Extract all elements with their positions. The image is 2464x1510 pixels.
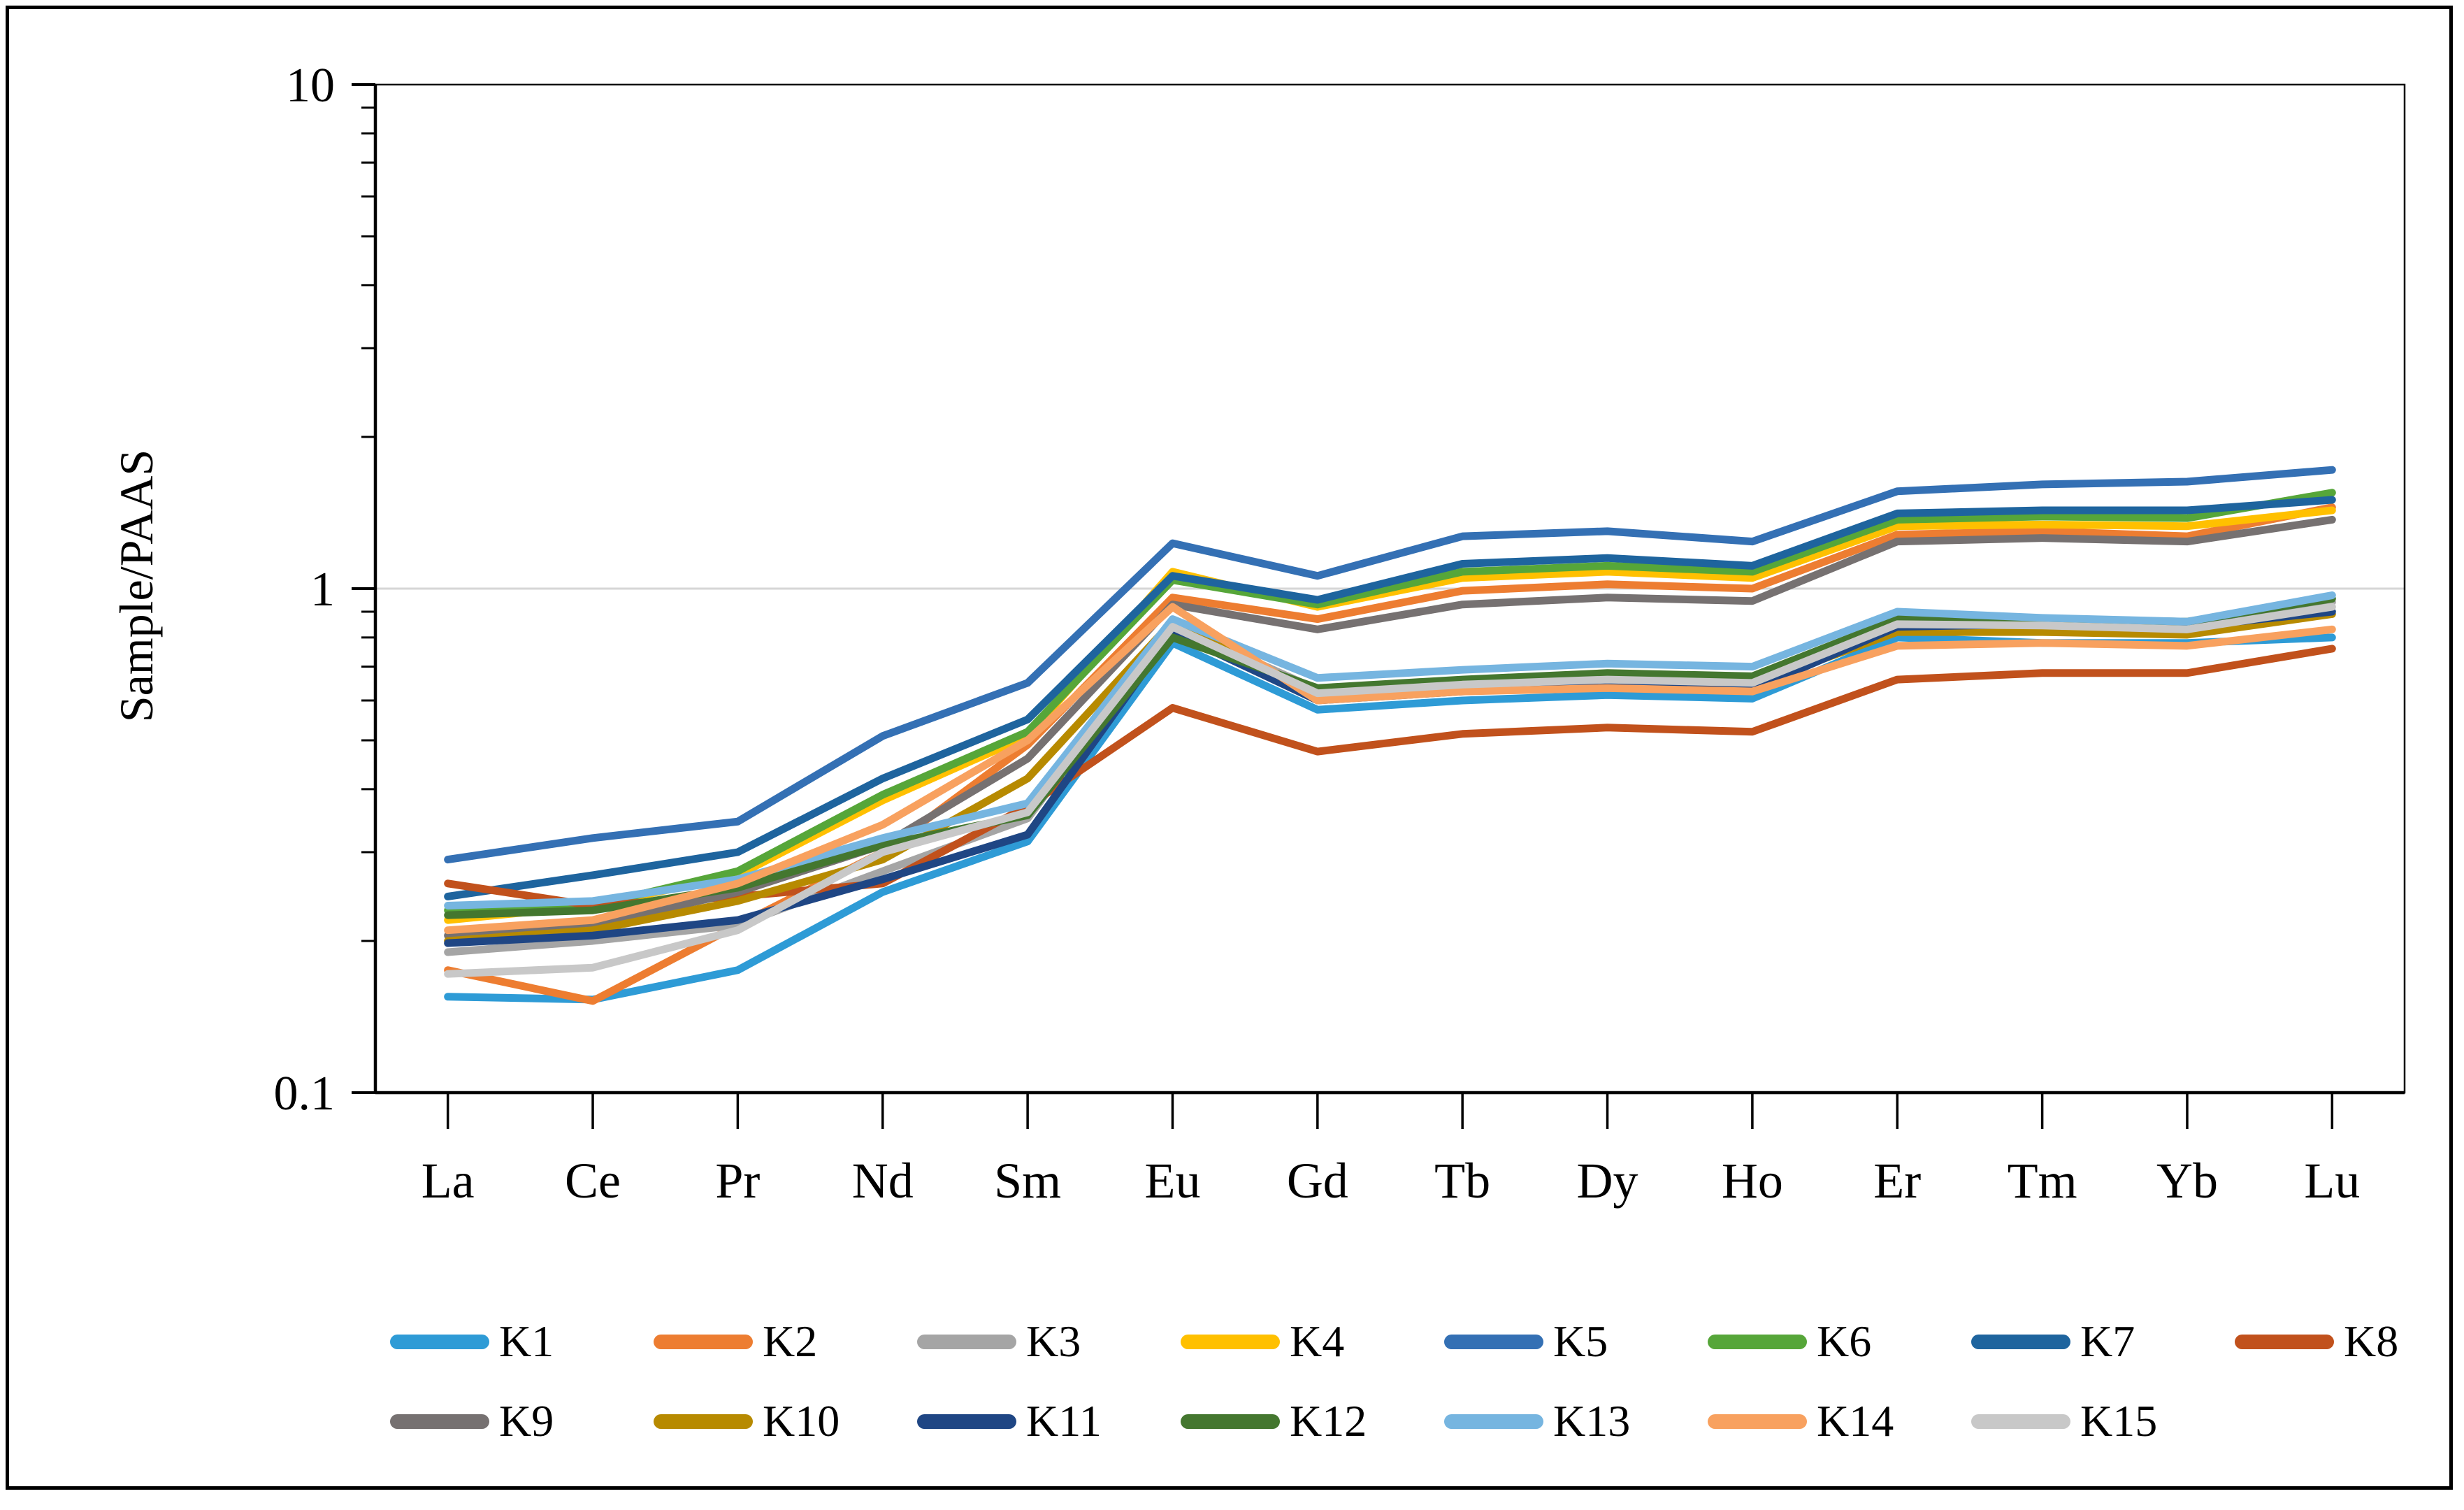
x-tick-label: Tm — [2008, 1153, 2077, 1209]
x-tick-label: Ce — [565, 1153, 621, 1209]
series-line-K7 — [444, 496, 2336, 900]
series-line-K6 — [444, 489, 2336, 914]
legend-swatch-K6 — [1708, 1334, 1807, 1349]
legend-swatch-K2 — [654, 1334, 753, 1349]
figure-frame: Sample/PAAS 0.1 1 10 La Ce Pr Nd Sm Eu Gd Tb Dy Ho Er… — [6, 6, 2453, 1490]
series-line-K15 — [444, 603, 2336, 978]
legend-label-K14: K14 — [1817, 1396, 1894, 1446]
legend-item-K5: K5 — [1444, 1316, 1708, 1367]
legend-label-K9: K9 — [499, 1396, 554, 1446]
legend-swatch-K13 — [1444, 1414, 1543, 1429]
legend-swatch-K11 — [917, 1414, 1016, 1429]
legend-item-K10: K10 — [654, 1395, 917, 1447]
legend-swatch-K14 — [1708, 1414, 1807, 1429]
legend-swatch-K15 — [1971, 1414, 2070, 1429]
y-tick-label: 10 — [286, 59, 335, 113]
legend-label-K15: K15 — [2080, 1396, 2158, 1446]
legend-swatch-K8 — [2235, 1334, 2334, 1349]
legend-label-K13: K13 — [1553, 1396, 1631, 1446]
legend-label-K5: K5 — [1553, 1316, 1608, 1366]
legend-item-K15: K15 — [1971, 1395, 2235, 1447]
x-tick-label: Ho — [1722, 1153, 1783, 1209]
legend-item-K7: K7 — [1971, 1316, 2235, 1367]
series-line-K4 — [444, 506, 2336, 924]
legend-label-K10: K10 — [763, 1396, 840, 1446]
x-tick-label: Yb — [2156, 1153, 2218, 1209]
legend-item-K8: K8 — [2235, 1316, 2464, 1367]
x-tick-label: Er — [1873, 1153, 1921, 1209]
legend-item-K1: K1 — [390, 1316, 654, 1367]
x-tick-label: Nd — [852, 1153, 914, 1209]
legend-label-K1: K1 — [499, 1316, 554, 1366]
legend-label-K2: K2 — [763, 1316, 818, 1366]
x-tick-label: Eu — [1144, 1153, 1200, 1209]
x-tick-label: Gd — [1287, 1153, 1348, 1209]
x-tick-label: Tb — [1434, 1153, 1490, 1209]
legend-item-K6: K6 — [1708, 1316, 1971, 1367]
y-tick-label: 1 — [310, 563, 335, 617]
x-tick-label: Dy — [1577, 1153, 1638, 1209]
legend-swatch-K7 — [1971, 1334, 2070, 1349]
legend-item-K2: K2 — [654, 1316, 917, 1367]
legend-item-K14: K14 — [1708, 1395, 1971, 1447]
legend-row-1: K1 K2 K3 K4 K5 K6 K7 K8 — [390, 1308, 2464, 1375]
series-line-K5 — [444, 466, 2336, 864]
legend-swatch-K10 — [654, 1414, 753, 1429]
x-tick-label: La — [422, 1153, 475, 1209]
legend-item-K11: K11 — [917, 1395, 1181, 1447]
legend-item-K12: K12 — [1181, 1395, 1444, 1447]
x-tick-label: Pr — [715, 1153, 760, 1209]
legend-label-K7: K7 — [2080, 1316, 2135, 1366]
legend-label-K11: K11 — [1026, 1396, 1102, 1446]
x-tick-label: Lu — [2304, 1153, 2360, 1209]
legend-swatch-K3 — [917, 1334, 1016, 1349]
legend-label-K8: K8 — [2344, 1316, 2399, 1366]
legend-swatch-K12 — [1181, 1414, 1280, 1429]
legend-swatch-K5 — [1444, 1334, 1543, 1349]
x-tick-label: Sm — [994, 1153, 1061, 1209]
chart-plot-area: 0.1 1 10 La Ce Pr Nd Sm Eu Gd Tb Dy Ho Er Tm Yb Lu — [274, 59, 2406, 1209]
legend-label-K4: K4 — [1290, 1316, 1345, 1366]
y-tick-label: 0.1 — [274, 1067, 336, 1121]
legend-swatch-K1 — [390, 1334, 489, 1349]
legend-label-K12: K12 — [1290, 1396, 1367, 1446]
legend-swatch-K4 — [1181, 1334, 1280, 1349]
legend-item-K4: K4 — [1181, 1316, 1444, 1367]
legend-item-K3: K3 — [917, 1316, 1181, 1367]
legend-label-K6: K6 — [1817, 1316, 1872, 1366]
legend-item-K13: K13 — [1444, 1395, 1708, 1447]
series-line-K14 — [444, 603, 2336, 935]
legend-swatch-K9 — [390, 1414, 489, 1429]
legend-row-2: K9 K10 K11 K12 K13 K14 K15 — [390, 1388, 2235, 1455]
legend-item-K9: K9 — [390, 1395, 654, 1447]
legend-label-K3: K3 — [1026, 1316, 1081, 1366]
